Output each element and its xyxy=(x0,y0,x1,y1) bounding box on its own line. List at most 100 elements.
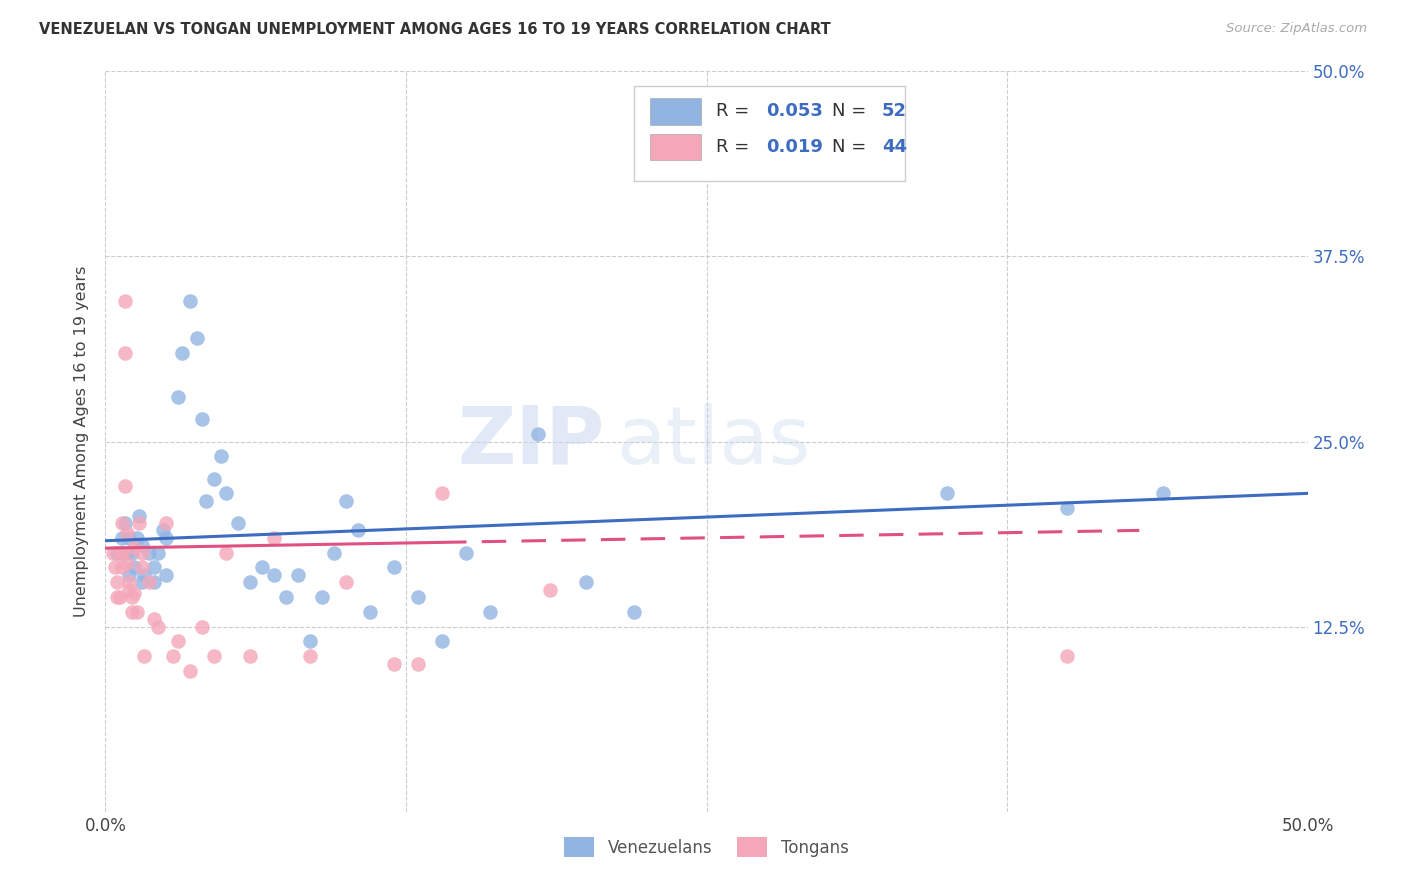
Point xyxy=(936,486,959,500)
Point xyxy=(111,516,134,530)
Text: N =: N = xyxy=(831,103,872,120)
Point xyxy=(148,619,170,633)
Point xyxy=(155,531,177,545)
Text: N =: N = xyxy=(831,138,872,156)
Point xyxy=(132,649,155,664)
Point xyxy=(406,590,429,604)
Point xyxy=(107,575,129,590)
Point xyxy=(298,649,321,664)
Point xyxy=(214,486,236,500)
Point xyxy=(311,590,333,604)
Point xyxy=(148,546,170,560)
Point xyxy=(118,567,141,582)
Point xyxy=(101,546,124,560)
Point xyxy=(209,450,232,464)
Point xyxy=(1056,501,1078,516)
Point xyxy=(111,546,134,560)
Point xyxy=(166,634,188,648)
Point xyxy=(111,531,134,545)
Point xyxy=(114,516,136,530)
Point xyxy=(124,560,146,574)
Point xyxy=(454,546,477,560)
Point xyxy=(131,560,153,574)
Point xyxy=(335,493,357,508)
Point xyxy=(107,546,129,560)
Text: atlas: atlas xyxy=(616,402,811,481)
Point xyxy=(430,634,453,648)
Text: 0.053: 0.053 xyxy=(766,103,824,120)
Point xyxy=(142,575,165,590)
Point xyxy=(125,605,148,619)
Point xyxy=(114,479,136,493)
Point xyxy=(347,524,370,538)
Point xyxy=(121,605,143,619)
Point xyxy=(166,390,188,404)
Point xyxy=(202,471,225,485)
Point xyxy=(623,605,645,619)
Text: VENEZUELAN VS TONGAN UNEMPLOYMENT AMONG AGES 16 TO 19 YEARS CORRELATION CHART: VENEZUELAN VS TONGAN UNEMPLOYMENT AMONG … xyxy=(39,22,831,37)
Point xyxy=(190,619,212,633)
Point xyxy=(179,293,201,308)
Point xyxy=(115,546,138,560)
Legend: Venezuelans, Tongans: Venezuelans, Tongans xyxy=(558,830,855,864)
Point xyxy=(128,516,150,530)
Point xyxy=(138,546,160,560)
Point xyxy=(111,560,134,574)
Point xyxy=(239,649,262,664)
Text: R =: R = xyxy=(716,103,755,120)
Point xyxy=(142,612,165,626)
Point xyxy=(107,590,129,604)
Text: Source: ZipAtlas.com: Source: ZipAtlas.com xyxy=(1226,22,1367,36)
Point xyxy=(575,575,598,590)
Point xyxy=(335,575,357,590)
Point xyxy=(118,575,141,590)
Point xyxy=(124,541,146,556)
Point xyxy=(114,345,136,359)
Point xyxy=(131,538,153,552)
Point xyxy=(125,531,148,545)
Point xyxy=(131,546,153,560)
Point xyxy=(108,546,131,560)
Point xyxy=(118,582,141,597)
Point xyxy=(186,331,208,345)
Point xyxy=(162,649,184,664)
Text: 44: 44 xyxy=(882,138,907,156)
Point xyxy=(124,585,146,599)
Point xyxy=(1152,486,1174,500)
Point xyxy=(131,575,153,590)
Point xyxy=(128,508,150,523)
Point xyxy=(214,546,236,560)
Point xyxy=(108,590,131,604)
Point xyxy=(263,531,285,545)
Point xyxy=(195,493,218,508)
Point xyxy=(382,560,405,574)
Point xyxy=(155,567,177,582)
Point xyxy=(202,649,225,664)
Point xyxy=(118,531,141,545)
Point xyxy=(190,412,212,426)
Point xyxy=(114,293,136,308)
Point xyxy=(430,486,453,500)
Y-axis label: Unemployment Among Ages 16 to 19 years: Unemployment Among Ages 16 to 19 years xyxy=(75,266,90,617)
Point xyxy=(298,634,321,648)
Point xyxy=(382,657,405,671)
Point xyxy=(179,664,201,678)
Point xyxy=(359,605,381,619)
Point xyxy=(152,524,174,538)
FancyBboxPatch shape xyxy=(650,134,700,161)
Text: 52: 52 xyxy=(882,103,907,120)
FancyBboxPatch shape xyxy=(634,87,905,181)
Point xyxy=(121,546,143,560)
Point xyxy=(479,605,502,619)
Point xyxy=(226,516,249,530)
Point xyxy=(274,590,297,604)
Point xyxy=(115,556,138,570)
Point xyxy=(527,427,550,442)
Point xyxy=(239,575,262,590)
Point xyxy=(287,567,309,582)
Point xyxy=(172,345,194,359)
Point xyxy=(1056,649,1078,664)
Point xyxy=(250,560,273,574)
Point xyxy=(155,516,177,530)
FancyBboxPatch shape xyxy=(650,98,700,125)
